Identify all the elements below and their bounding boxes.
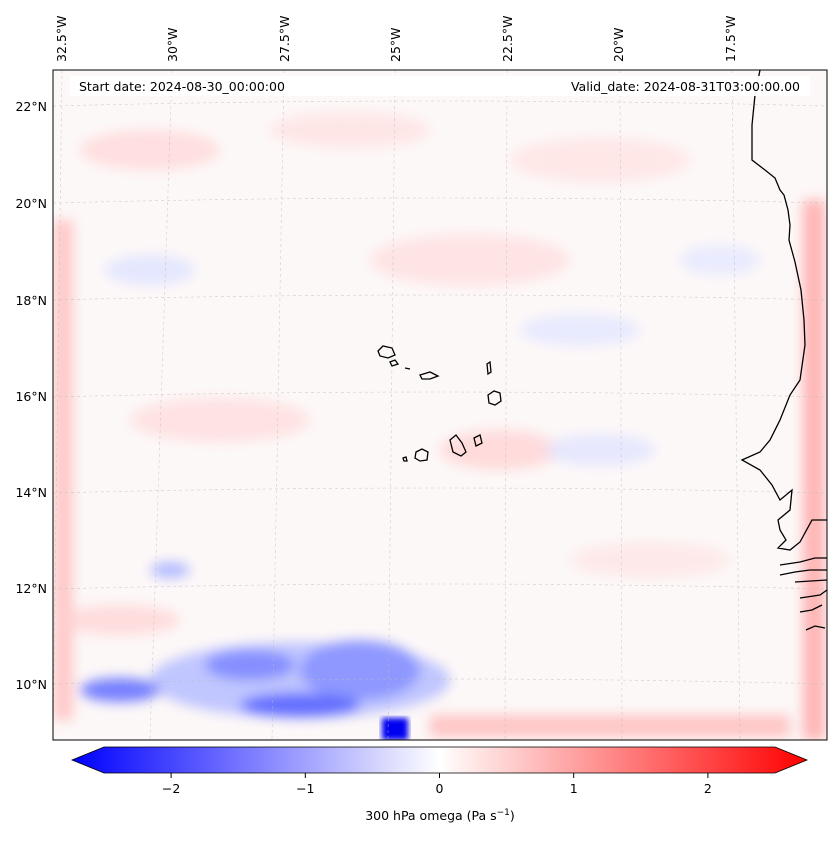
colorbar: −2 −1 0 1 2 300 hPa omega (Pa s−1) xyxy=(70,746,809,823)
colorbar-bar xyxy=(70,746,809,774)
colorbar-label-text: 300 hPa omega (Pa s xyxy=(365,808,496,823)
lon-label: 30°W xyxy=(165,27,180,62)
colorbar-ticks: −2 −1 0 1 2 xyxy=(162,773,712,796)
map-border xyxy=(52,69,828,741)
lat-label: 10°N xyxy=(15,677,47,692)
map-plot-area xyxy=(53,70,827,740)
lat-label: 20°N xyxy=(15,196,47,211)
lat-label: 18°N xyxy=(15,293,47,308)
coastlines xyxy=(377,70,827,631)
cape-verde-islands xyxy=(377,345,396,359)
colorbar-label-close: ) xyxy=(510,808,515,823)
lat-labels: 22°N 20°N 18°N 16°N 14°N 12°N 10°N xyxy=(15,99,47,692)
gridlines xyxy=(53,70,827,740)
lat-label: 22°N xyxy=(15,99,47,114)
lon-label: 32.5°W xyxy=(54,16,69,62)
omega-field xyxy=(53,112,825,740)
lon-label: 22.5°W xyxy=(500,16,515,62)
colorbar-tick-label: −1 xyxy=(296,781,314,796)
lon-label: 25°W xyxy=(388,27,403,62)
lon-label: 27.5°W xyxy=(277,16,292,62)
colorbar-tick-label: 0 xyxy=(436,781,444,796)
lon-label: 17.5°W xyxy=(723,16,738,62)
lat-label: 12°N xyxy=(15,581,47,596)
lon-labels: 32.5°W 30°W 27.5°W 25°W 22.5°W 20°W 17.5… xyxy=(54,16,738,62)
colorbar-label: 300 hPa omega (Pa s−1) xyxy=(365,808,515,823)
colorbar-tick-label: 2 xyxy=(704,781,712,796)
start-date-label: Start date: 2024-08-30_00:00:00 xyxy=(79,79,285,94)
colorbar-tick-label: −2 xyxy=(162,781,180,796)
strong-descent-cell xyxy=(382,718,408,740)
lon-label: 20°W xyxy=(611,27,626,62)
lat-label: 16°N xyxy=(15,389,47,404)
lat-label: 14°N xyxy=(15,485,47,500)
colorbar-tick-label: 1 xyxy=(570,781,578,796)
valid-date-label: Valid_date: 2024-08-31T03:00:00.00 xyxy=(571,79,800,94)
colorbar-label-exp: −1 xyxy=(497,808,510,818)
african-coast xyxy=(740,70,827,551)
